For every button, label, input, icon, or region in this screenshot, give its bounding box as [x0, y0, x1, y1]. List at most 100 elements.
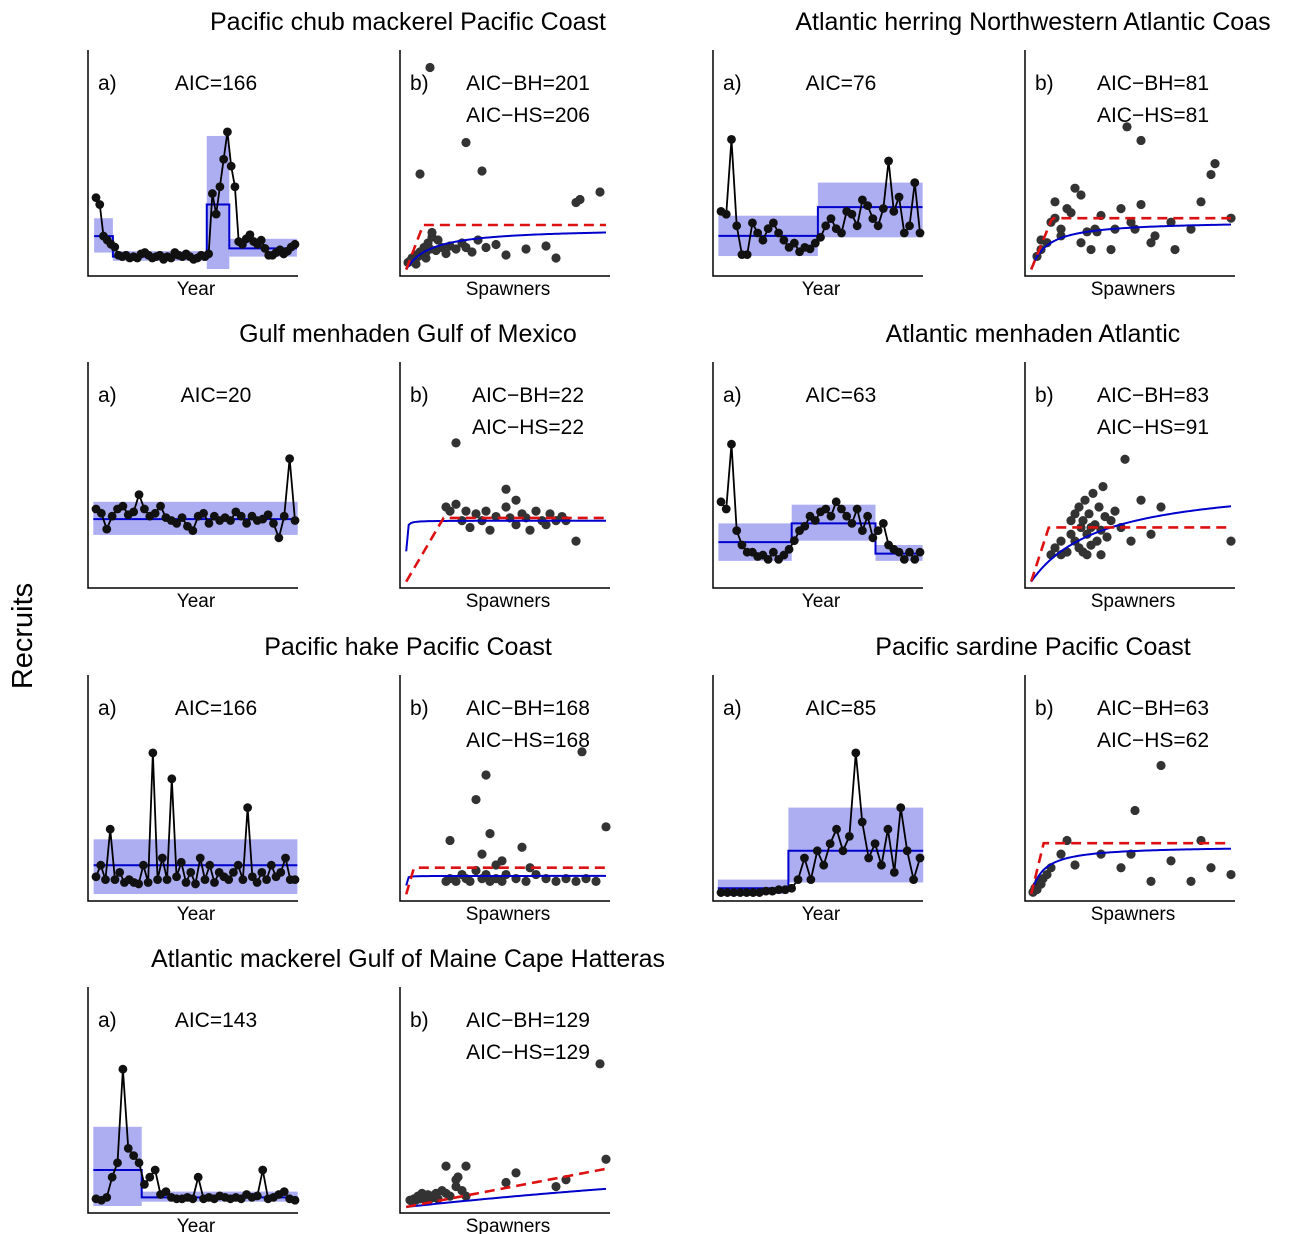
spawner-recruit-point [1098, 481, 1108, 492]
spawner-recruit-point [1066, 208, 1076, 218]
recruit-point [857, 195, 867, 205]
aic-bh-label: AIC−BH=168 [466, 697, 590, 720]
spawner-recruit-point [485, 525, 495, 535]
spawner-recruit-point [591, 876, 601, 886]
recruit-point [909, 875, 918, 884]
beverton-holt-curve [1030, 223, 1232, 270]
recruit-point [870, 839, 880, 848]
recruit-point [883, 824, 893, 834]
panel-label: b) [1035, 697, 1054, 720]
hockey-stick-curve [404, 223, 606, 270]
species-block: Atlantic menhaden Atlantic a) AIC=63 Year b)… [712, 320, 1236, 612]
spawner-recruit-point [1146, 876, 1156, 886]
panel-b-stock-recruit: b) AIC−BH=22 AIC−HS=22 Spawners [399, 362, 610, 612]
spawner-recruit-point [497, 876, 507, 886]
spawner-recruit-point [451, 499, 461, 509]
recruit-point [123, 1144, 133, 1153]
recruit-point [821, 504, 831, 514]
recruit-point [805, 244, 815, 254]
species-block: Pacific chub mackerel Pacific Coast a) AIC… [87, 8, 610, 300]
spawner-recruit-point [1120, 454, 1130, 464]
panel-label: a) [98, 697, 117, 720]
hockey-stick-curve [405, 1167, 607, 1209]
panel-label: b) [1035, 72, 1054, 95]
spawner-recruit-point [501, 869, 511, 880]
recruit-point [915, 228, 925, 238]
aic-hs-label: AIC−HS=168 [466, 729, 590, 752]
spawner-recruit-point [481, 506, 491, 516]
beverton-holt-curve [1030, 847, 1232, 895]
spawner-recruit-point [1056, 224, 1066, 234]
recruit-point [290, 516, 300, 525]
spawner-recruit-point [525, 863, 535, 873]
spawner-recruit-point [1102, 532, 1112, 542]
recruit-point [884, 156, 893, 166]
recruit-point [716, 497, 726, 507]
recruit-point [787, 883, 797, 893]
panel-label: a) [98, 384, 117, 407]
recruit-point [873, 526, 883, 535]
recruit-point [276, 868, 286, 877]
recruit-point [889, 868, 899, 877]
recruit-point [789, 536, 799, 546]
recruit-point [864, 853, 874, 863]
recruit-point [134, 1158, 144, 1168]
recruit-point [223, 127, 232, 137]
spawner-recruit-point [521, 244, 531, 254]
recruit-point [172, 519, 182, 528]
panel-b-stock-recruit: b) AIC−BH=63 AIC−HS=62 Spawners [1024, 675, 1236, 925]
recruit-point [211, 209, 221, 219]
species-title: Pacific sardine Pacific Coast [875, 633, 1190, 661]
spawner-recruit-point [601, 1154, 611, 1164]
axis-lines [712, 50, 923, 277]
x-axis-label: Year [177, 904, 216, 925]
spawner-recruit-point [1066, 529, 1076, 539]
recruit-point [852, 504, 862, 514]
spawner-recruit-point [1092, 536, 1102, 546]
spawner-recruit-point [601, 822, 611, 832]
panel-label: b) [410, 1009, 429, 1032]
x-axis-label: Spawners [1091, 279, 1176, 300]
recruit-point [768, 547, 778, 557]
recruit-point [716, 888, 726, 897]
x-axis-label: Spawners [466, 1216, 551, 1234]
recruit-point [226, 161, 236, 171]
spawner-recruit-point [531, 506, 541, 516]
recruit-point [800, 853, 809, 863]
recruit-point [181, 878, 191, 887]
spawner-recruit-point [441, 248, 451, 259]
recruit-point [910, 178, 920, 188]
spawner-recruit-point [1050, 543, 1060, 553]
recruit-point [245, 230, 255, 240]
beverton-holt-curve [1030, 505, 1232, 583]
recruit-point [899, 555, 909, 564]
recruit-point [176, 857, 186, 867]
recruit-point [129, 507, 139, 517]
recruit-point [188, 526, 198, 535]
recruit-point [167, 774, 177, 784]
aic-hs-label: AIC−HS=206 [466, 104, 590, 127]
spawner-recruit-point [433, 235, 443, 245]
spawner-recruit-point [1210, 159, 1220, 169]
spawner-recruit-point [571, 876, 581, 886]
spawner-recruit-point [1042, 869, 1052, 880]
recruit-point [258, 1165, 268, 1175]
axis-lines [87, 362, 298, 589]
recruit-point [199, 508, 208, 518]
beverton-holt-curve [405, 874, 607, 886]
aic-label: AIC=20 [181, 384, 252, 407]
aic-hs-label: AIC−HS=129 [466, 1041, 590, 1064]
recruit-point [837, 228, 846, 238]
spawner-recruit-point [1186, 224, 1196, 234]
recruit-point [118, 501, 128, 511]
spawner-recruit-point [471, 794, 481, 805]
spawner-recruit-point [471, 509, 481, 519]
axis-lines [712, 675, 923, 902]
recruit-point [847, 519, 857, 528]
y-axis-label: Recruits [7, 583, 39, 689]
panel-b-stock-recruit: b) AIC−BH=83 AIC−HS=91 Spawners [1024, 362, 1236, 612]
aic-label: AIC=166 [175, 72, 257, 95]
spawner-recruit-point [511, 1168, 521, 1178]
spawner-recruit-point [1088, 488, 1098, 498]
